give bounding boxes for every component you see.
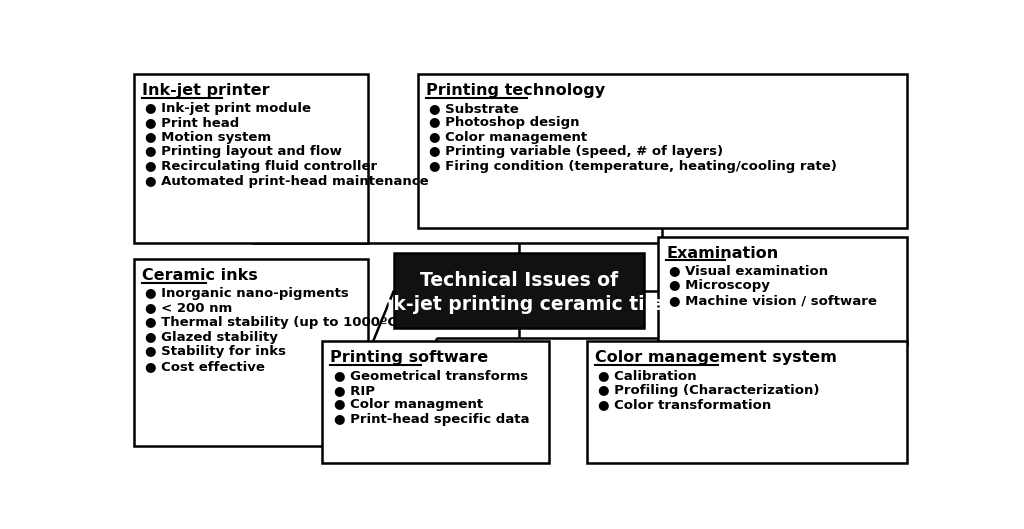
Text: ● Visual examination: ● Visual examination [670,264,828,278]
Text: Ink-jet printing ceramic tile: Ink-jet printing ceramic tile [374,295,665,314]
FancyBboxPatch shape [394,253,644,328]
Text: ● Cost effective: ● Cost effective [145,360,265,373]
FancyBboxPatch shape [658,236,907,344]
FancyBboxPatch shape [587,341,907,463]
Text: ● Color transformation: ● Color transformation [598,398,771,412]
Text: ● Firing condition (temperature, heating/cooling rate): ● Firing condition (temperature, heating… [429,160,837,173]
Text: ● Print-head specific data: ● Print-head specific data [334,413,529,426]
Text: Technical Issues of: Technical Issues of [420,271,617,290]
Text: ● Thermal stability (up to 1000ºC): ● Thermal stability (up to 1000ºC) [145,316,403,329]
Text: ● Color management: ● Color management [429,131,587,144]
Text: ● Machine vision / software: ● Machine vision / software [670,294,878,307]
Text: ● Ink-jet print module: ● Ink-jet print module [145,102,311,115]
Text: ● Substrate: ● Substrate [429,102,518,115]
Text: Color management system: Color management system [595,350,837,365]
Text: ● Calibration: ● Calibration [598,369,696,382]
Text: ● Microscopy: ● Microscopy [670,279,770,292]
Text: ● RIP: ● RIP [334,384,375,397]
Text: ● Recirculating fluid controller: ● Recirculating fluid controller [145,160,378,173]
Text: ● Inorganic nano-pigments: ● Inorganic nano-pigments [145,287,349,300]
Text: ● Motion system: ● Motion system [145,131,271,144]
FancyBboxPatch shape [418,74,907,229]
Text: ● < 200 nm: ● < 200 nm [145,302,232,315]
Text: ● Printing variable (speed, # of layers): ● Printing variable (speed, # of layers) [429,145,723,159]
Text: ● Print head: ● Print head [145,116,240,129]
Text: ● Geometrical transforms: ● Geometrical transforms [334,369,527,382]
Text: Printing software: Printing software [331,350,488,365]
Text: ● Glazed stability: ● Glazed stability [145,331,279,344]
FancyBboxPatch shape [323,341,549,463]
FancyBboxPatch shape [134,259,369,446]
Text: Printing technology: Printing technology [426,83,605,98]
Text: Ink-jet printer: Ink-jet printer [142,83,270,98]
Text: ● Profiling (Characterization): ● Profiling (Characterization) [598,384,819,397]
Text: ● Photoshop design: ● Photoshop design [429,116,580,129]
Text: ● Stability for inks: ● Stability for inks [145,345,287,359]
Text: Ceramic inks: Ceramic inks [142,268,258,283]
Text: Examination: Examination [666,245,778,261]
Text: ● Automated print-head maintenance: ● Automated print-head maintenance [145,175,429,188]
Text: ● Color managment: ● Color managment [334,398,482,412]
FancyBboxPatch shape [134,74,369,243]
Text: ● Printing layout and flow: ● Printing layout and flow [145,145,342,159]
